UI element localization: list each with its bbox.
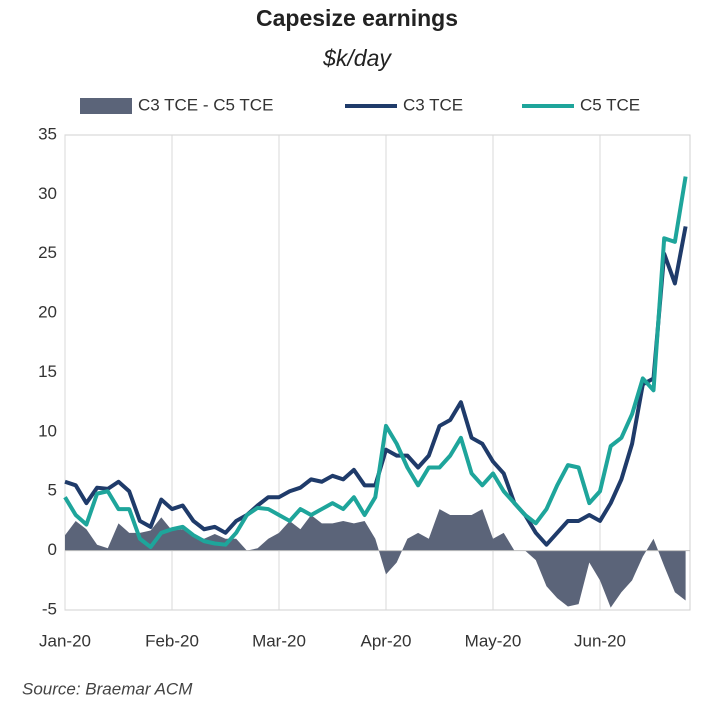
line xyxy=(63,176,688,550)
legend-label: C3 TCE - C5 TCE xyxy=(138,95,273,114)
y-tick-label: 25 xyxy=(38,243,57,262)
x-tick-label: Apr-20 xyxy=(360,631,411,650)
y-tick-label: 30 xyxy=(38,184,57,203)
x-tick-label: Jun-20 xyxy=(574,631,626,650)
area xyxy=(65,509,686,608)
y-tick-label: 10 xyxy=(38,421,57,440)
legend-swatch xyxy=(80,98,132,114)
legend-label: C5 TCE xyxy=(580,95,640,114)
y-tick-label: 15 xyxy=(38,362,57,381)
y-tick-label: 0 xyxy=(48,540,57,559)
y-tick-label: 5 xyxy=(48,481,57,500)
chart-subtitle: $k/day xyxy=(322,45,392,71)
x-tick-label: Mar-20 xyxy=(252,631,306,650)
x-tick-label: Feb-20 xyxy=(145,631,199,650)
x-tick-label: Jan-20 xyxy=(39,631,91,650)
x-tick-label: May-20 xyxy=(465,631,522,650)
y-tick-label: 35 xyxy=(38,124,57,143)
y-tick-label: -5 xyxy=(42,599,57,618)
legend-label: C3 TCE xyxy=(403,95,463,114)
y-tick-label: 20 xyxy=(38,303,57,322)
source: Source: Braemar ACM xyxy=(22,679,193,698)
chart-title: Capesize earnings xyxy=(256,5,458,31)
